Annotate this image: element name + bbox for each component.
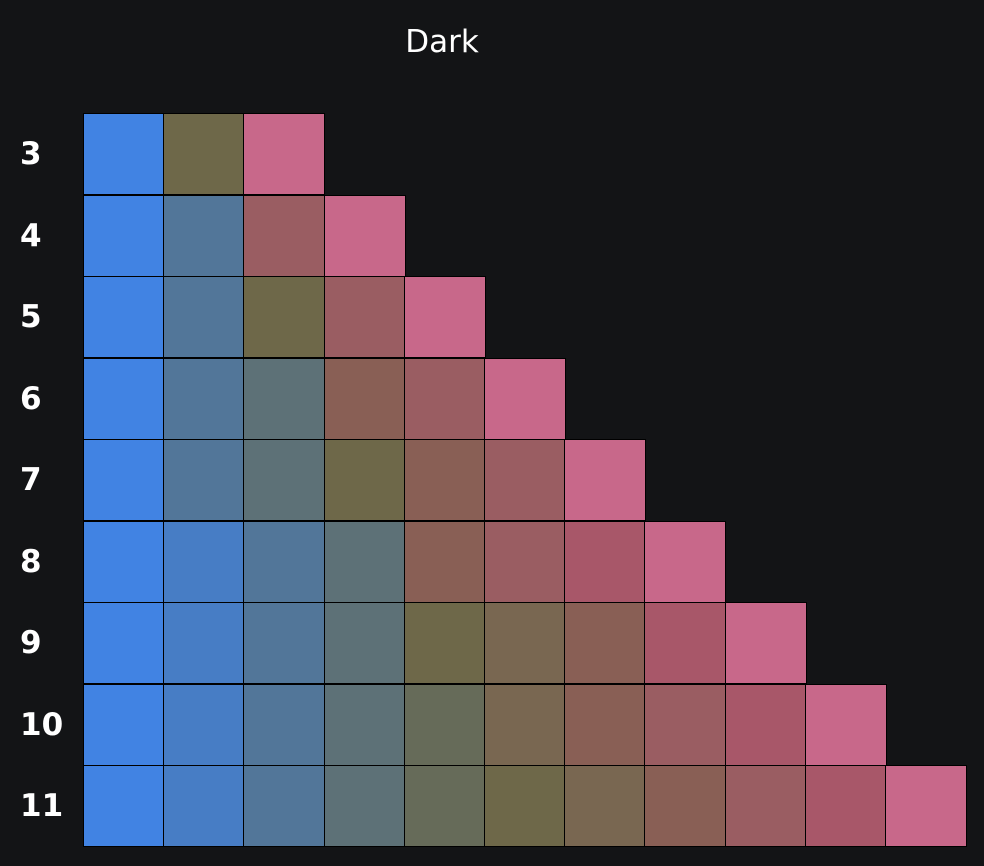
color-swatch (564, 602, 647, 684)
color-swatch (83, 439, 165, 521)
color-swatch (83, 357, 165, 440)
color-swatch (243, 113, 326, 195)
color-swatch (83, 113, 165, 195)
color-swatch (644, 765, 727, 847)
color-swatch (163, 520, 246, 603)
chart-title: Dark (405, 24, 479, 60)
color-swatch (243, 602, 326, 684)
color-swatch (243, 520, 326, 603)
row-label: 10 (20, 706, 64, 743)
color-swatch (644, 520, 727, 603)
color-swatch (243, 194, 326, 277)
color-swatch (564, 439, 647, 521)
color-swatch (804, 765, 887, 847)
color-swatch (644, 683, 727, 766)
color-swatch (163, 194, 246, 277)
color-swatch (724, 765, 807, 847)
color-swatch (484, 683, 566, 766)
color-swatch (724, 683, 807, 766)
color-swatch (484, 357, 566, 440)
color-swatch (403, 276, 486, 358)
color-swatch (323, 683, 406, 766)
color-swatch (243, 765, 326, 847)
color-swatch (484, 520, 566, 603)
color-swatch (885, 765, 967, 847)
color-swatch (323, 276, 406, 358)
color-swatch (163, 765, 246, 847)
color-swatch (644, 602, 727, 684)
color-swatch (804, 683, 887, 766)
color-swatch (163, 276, 246, 358)
color-swatch (403, 357, 486, 440)
color-swatch (163, 357, 246, 440)
row-label: 3 (20, 136, 42, 172)
color-swatch (243, 357, 326, 440)
row-label: 8 (20, 543, 42, 580)
row-label: 6 (20, 380, 42, 417)
color-swatch (163, 439, 246, 521)
color-swatch (564, 765, 647, 847)
row-label: 11 (20, 788, 64, 824)
color-swatch (83, 194, 165, 277)
row-label: 4 (20, 217, 42, 254)
color-swatch (484, 765, 566, 847)
color-swatch (323, 520, 406, 603)
color-swatch (323, 602, 406, 684)
row-label: 7 (20, 462, 42, 498)
color-swatch (163, 683, 246, 766)
color-swatch (243, 683, 326, 766)
color-swatch (83, 520, 165, 603)
color-swatch (323, 439, 406, 521)
row-label: 5 (20, 299, 42, 335)
color-swatch (83, 602, 165, 684)
color-swatch (564, 683, 647, 766)
color-swatch (163, 113, 246, 195)
color-swatch (323, 357, 406, 440)
color-swatch (163, 602, 246, 684)
color-swatch (323, 765, 406, 847)
color-swatch (403, 439, 486, 521)
color-swatch (403, 602, 486, 684)
color-swatch (403, 765, 486, 847)
color-swatch (484, 439, 566, 521)
color-swatch (243, 276, 326, 358)
row-label: 9 (20, 625, 42, 661)
color-swatch (83, 683, 165, 766)
color-swatch (403, 683, 486, 766)
color-swatch (83, 276, 165, 358)
color-swatch (323, 194, 406, 277)
color-swatch (724, 602, 807, 684)
color-swatch (403, 520, 486, 603)
color-swatch (564, 520, 647, 603)
color-swatch (83, 765, 165, 847)
color-swatch (243, 439, 326, 521)
color-swatch (484, 602, 566, 684)
